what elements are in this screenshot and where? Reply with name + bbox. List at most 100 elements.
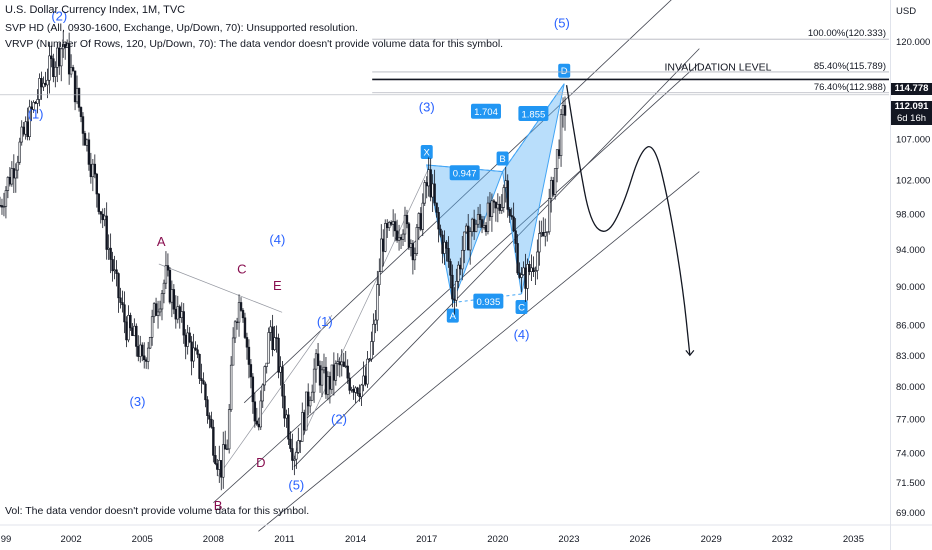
wave-label: B <box>214 498 223 513</box>
candle-body <box>115 269 118 274</box>
candle-body <box>542 232 545 237</box>
candle-body <box>563 105 567 116</box>
candle-body <box>403 214 407 235</box>
wave-label: (3) <box>130 394 146 409</box>
candle-body <box>443 241 446 254</box>
candle-body <box>113 269 116 272</box>
candle-body <box>358 393 361 398</box>
candle-body <box>389 222 393 225</box>
candle-body <box>208 415 211 420</box>
candle-body <box>338 361 341 366</box>
candle-body <box>271 326 274 350</box>
candle-body <box>133 325 136 336</box>
candle-body <box>340 361 343 366</box>
candle-body <box>437 212 440 230</box>
currency-label: USD <box>896 6 917 17</box>
candle-body <box>69 67 73 75</box>
candle-body <box>457 264 460 282</box>
chart-title: U.S. Dollar Currency Index, 1M, TVC <box>5 4 186 16</box>
wave-label: (5) <box>288 477 304 492</box>
candle-body <box>431 183 434 198</box>
projection-path[interactable] <box>565 85 695 357</box>
price-tick-label: 74.000 <box>896 449 925 460</box>
candle-body <box>312 368 316 393</box>
candle-body <box>154 303 158 316</box>
candle-body <box>336 361 340 364</box>
candle-body <box>524 267 527 289</box>
candle-body <box>490 200 494 217</box>
fib-levels[interactable]: 100.00%(120.333) 85.40%(115.789) 76.40%(11… <box>0 28 889 96</box>
candle-body <box>40 78 43 88</box>
candle-body <box>470 218 474 232</box>
candle-body <box>445 241 448 249</box>
candle-body <box>117 273 120 299</box>
price-axis-divider <box>890 0 891 550</box>
candle-body <box>342 361 345 367</box>
bar-countdown-tag: 6d 16h <box>891 113 932 125</box>
candle-body <box>16 161 19 171</box>
pattern-point-label: A <box>450 311 457 322</box>
time-tick-label: 2032 <box>772 534 793 545</box>
wave-label: (4) <box>514 327 530 342</box>
candle-body <box>105 215 108 250</box>
candle-body <box>212 426 215 456</box>
candle-body <box>188 332 191 343</box>
candle-body <box>433 183 436 204</box>
candle-body <box>224 444 227 450</box>
candle-body <box>472 218 476 232</box>
candle-body <box>500 207 503 211</box>
candle-body <box>97 193 100 212</box>
candle-body <box>544 232 547 237</box>
candle-body <box>50 55 53 60</box>
last-price-tag: 112.091 <box>891 101 932 113</box>
candle-body <box>24 121 27 135</box>
candle-body <box>314 353 318 370</box>
candle-body <box>182 311 185 336</box>
svp-indicator-note: SVP HD (All, 0930-1600, Exchange, Up/Dow… <box>5 22 358 34</box>
candle-body <box>374 319 377 325</box>
candle-body <box>141 344 144 357</box>
candle-body <box>263 366 266 386</box>
candle-body <box>516 243 519 274</box>
time-tick-label: 2029 <box>701 534 722 545</box>
candle-body <box>125 321 128 341</box>
time-tick-label: 2026 <box>630 534 651 545</box>
candle-body <box>144 359 148 362</box>
candle-body <box>67 43 71 75</box>
wave-label: A <box>157 234 166 249</box>
candle-body <box>107 247 110 250</box>
candle-body <box>79 107 83 117</box>
candle-body <box>354 387 357 393</box>
candle-body <box>162 282 166 294</box>
projection-arrowhead <box>685 349 695 357</box>
fib-level-label: 76.40%(112.988) <box>814 82 886 93</box>
candle-body <box>210 418 213 428</box>
candle-body <box>540 232 543 234</box>
candle-body <box>484 225 488 232</box>
candle-body <box>152 303 156 318</box>
candle-body <box>20 126 23 143</box>
candle-body <box>85 139 89 146</box>
pattern-ratio-label: 1.855 <box>522 110 546 121</box>
wave-label: C <box>237 261 246 276</box>
pattern-point-label: C <box>518 303 525 314</box>
candle-body <box>486 202 490 232</box>
candle-body <box>553 168 557 195</box>
candle-body <box>135 325 138 347</box>
candle-body <box>0 205 4 208</box>
wave-label: (1) <box>28 107 44 122</box>
candle-body <box>26 121 29 137</box>
candle-body <box>551 180 555 195</box>
price-tick-label: 120.000 <box>896 37 930 48</box>
candle-body <box>555 149 559 169</box>
candle-body <box>287 414 290 440</box>
candle-body <box>259 400 262 428</box>
candle-body <box>111 259 114 272</box>
candle-body <box>277 337 280 373</box>
candle-body <box>561 105 565 115</box>
candle-body <box>508 209 511 216</box>
candle-body <box>91 163 95 178</box>
candle-body <box>237 302 241 323</box>
